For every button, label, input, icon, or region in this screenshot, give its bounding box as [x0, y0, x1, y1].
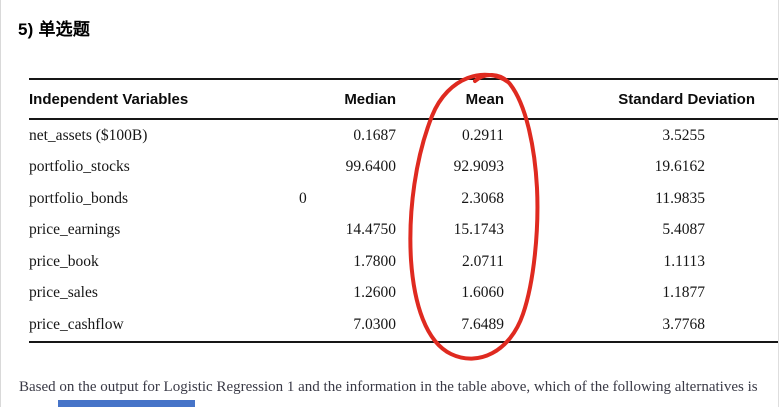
cell-mean: 15.1743 [453, 221, 504, 239]
header-mean: Mean [396, 79, 504, 120]
table-row: price_book 1.7800 2.0711 1.1113 [29, 246, 778, 278]
header-independent-variables: Independent Variables [29, 79, 299, 120]
table-row: price_cashflow 7.0300 7.6489 3.7768 [29, 309, 778, 342]
table-row: net_assets ($100B) 0.1687 0.2911 3.5255 [29, 119, 778, 152]
cell-mean: 0.2911 [461, 126, 504, 144]
cell-mean: 2.3068 [461, 189, 504, 207]
cell-median: 14.4750 [345, 221, 396, 239]
partial-blue-element [58, 400, 195, 407]
cell-variable: price_sales [29, 284, 98, 302]
cell-sd: 1.1113 [663, 252, 705, 270]
cell-median: 7.0300 [353, 315, 396, 333]
cell-median: 0.1687 [353, 126, 396, 144]
cell-median: 99.6400 [345, 158, 396, 176]
cell-sd: 11.9835 [655, 189, 705, 207]
cell-median: 1.2600 [353, 284, 396, 302]
cell-variable: portfolio_bonds [29, 189, 129, 207]
cell-sd: 3.5255 [662, 126, 705, 144]
cell-variable: price_cashflow [29, 315, 124, 333]
header-median: Median [299, 79, 396, 120]
cell-sd: 5.4087 [662, 221, 705, 239]
cell-median: 0 [299, 189, 307, 207]
cell-median: 1.7800 [353, 252, 396, 270]
cell-variable: net_assets ($100B) [29, 126, 148, 144]
cell-variable: portfolio_stocks [29, 158, 130, 176]
statistics-table: Independent Variables Median Mean Standa… [29, 78, 778, 343]
table-body: net_assets ($100B) 0.1687 0.2911 3.5255 port… [29, 119, 778, 342]
table-header: Independent Variables Median Mean Standa… [29, 79, 778, 120]
question-text: Based on the output for Logistic Regress… [19, 379, 758, 395]
question-number-title: 5) 单选题 [18, 20, 91, 39]
table-header-row: Independent Variables Median Mean Standa… [29, 79, 778, 120]
table-row: portfolio_stocks 99.6400 92.9093 19.6162 [29, 152, 778, 184]
cell-mean: 2.0711 [461, 252, 504, 270]
cell-variable: price_earnings [29, 221, 121, 239]
cell-sd: 3.7768 [662, 315, 705, 333]
table-row: price_earnings 14.4750 15.1743 5.4087 [29, 215, 778, 247]
cell-sd: 1.1877 [662, 284, 705, 302]
cell-mean: 92.9093 [453, 158, 504, 176]
cell-variable: price_book [29, 252, 99, 270]
table-row: price_sales 1.2600 1.6060 1.1877 [29, 278, 778, 310]
header-standard-deviation: Standard Deviation [504, 79, 778, 120]
cell-mean: 7.6489 [461, 315, 504, 333]
cell-mean: 1.6060 [461, 284, 504, 302]
table-row: portfolio_bonds 0 2.3068 11.9835 [29, 183, 778, 215]
cell-sd: 19.6162 [654, 158, 705, 176]
